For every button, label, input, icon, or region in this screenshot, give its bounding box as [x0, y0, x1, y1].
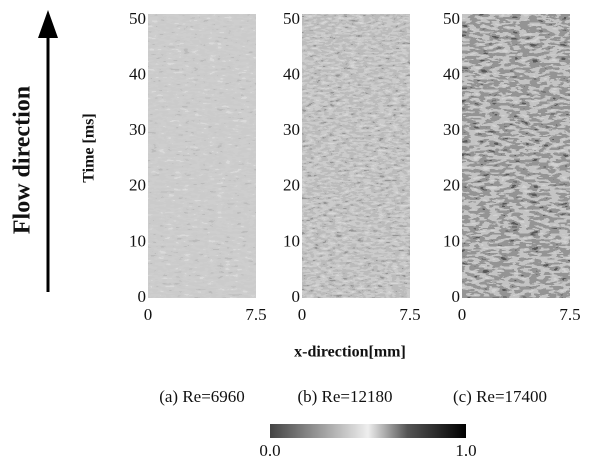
flow-image — [462, 14, 570, 298]
y-tick-label: 0 — [452, 287, 461, 306]
y-tick-label: 0 — [138, 287, 147, 306]
x-tick-label: 7.5 — [559, 305, 580, 324]
y-tick-label: 20 — [443, 176, 460, 195]
y-tick-label: 10 — [283, 231, 300, 250]
colorbar — [270, 424, 466, 438]
y-tick-label: 10 — [443, 231, 460, 250]
y-tick-label: 10 — [129, 231, 146, 250]
flow-image — [302, 14, 410, 298]
y-tick-label: 20 — [129, 176, 146, 195]
y-tick-label: 40 — [129, 65, 146, 84]
y-axis-label: Time [ms] — [81, 113, 98, 182]
x-tick-label: 0 — [298, 305, 307, 324]
y-tick-label: 30 — [129, 120, 146, 139]
y-tick-label: 40 — [443, 65, 460, 84]
panel-caption: (c) Re=17400 — [453, 387, 547, 406]
x-tick-label: 0 — [458, 305, 467, 324]
flow-arrow-head — [38, 10, 58, 38]
colorbar-tick-label: 0.0 — [259, 441, 280, 460]
y-tick-label: 40 — [283, 65, 300, 84]
flow-image — [148, 14, 256, 298]
colorbar-tick-label: 1.0 — [455, 441, 476, 460]
x-tick-label: 7.5 — [245, 305, 266, 324]
y-tick-label: 50 — [283, 9, 300, 28]
panel-caption: (b) Re=12180 — [297, 387, 392, 406]
x-tick-label: 0 — [144, 305, 153, 324]
y-tick-label: 20 — [283, 176, 300, 195]
y-tick-label: 0 — [292, 287, 301, 306]
y-tick-label: 30 — [443, 120, 460, 139]
y-tick-label: 30 — [283, 120, 300, 139]
y-tick-label: 50 — [443, 9, 460, 28]
x-axis-label: x-direction[mm] — [294, 344, 406, 361]
panel-caption: (a) Re=6960 — [159, 387, 245, 406]
x-tick-label: 7.5 — [399, 305, 420, 324]
y-tick-label: 50 — [129, 9, 146, 28]
flow-label: Flow direction — [10, 86, 36, 234]
